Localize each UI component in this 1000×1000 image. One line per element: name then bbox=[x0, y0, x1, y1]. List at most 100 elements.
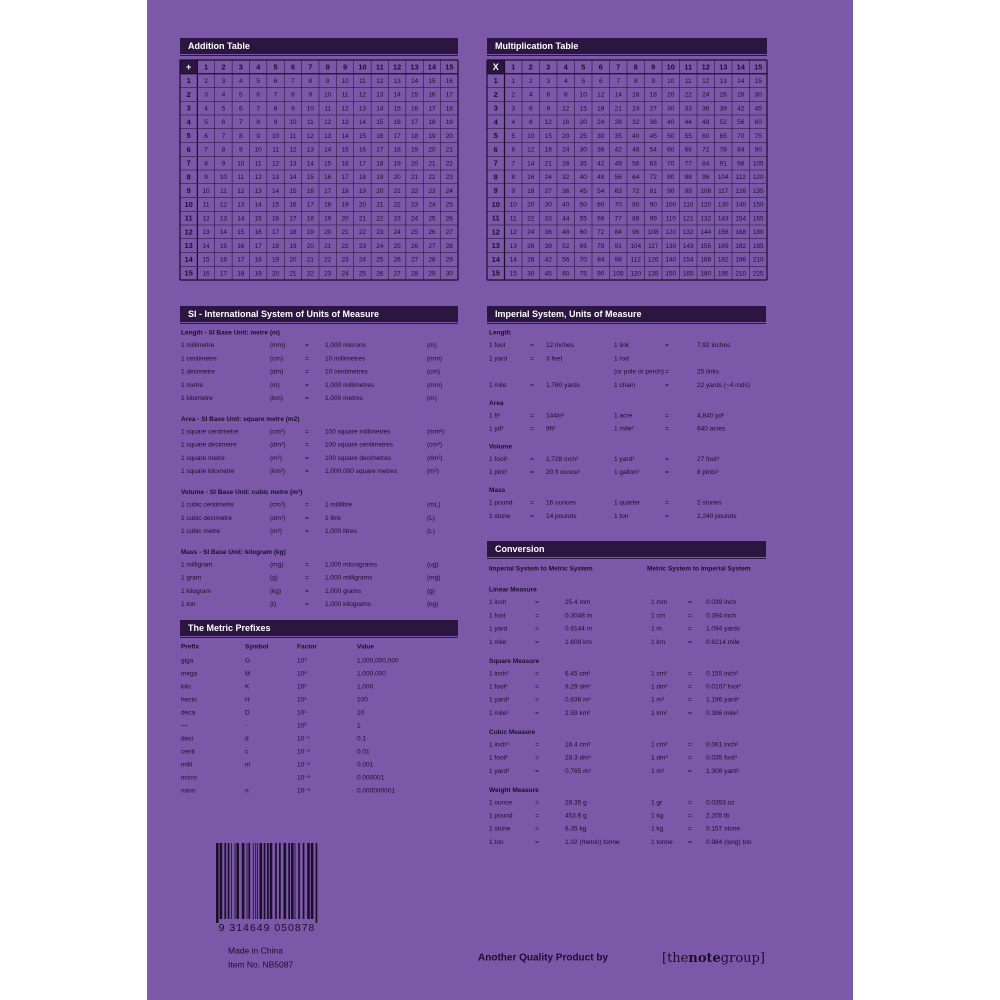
table-cell: 4 bbox=[529, 92, 533, 99]
table-cell: 120 bbox=[700, 202, 711, 209]
table-cell: 15 bbox=[755, 78, 763, 85]
prefix-cell: nano bbox=[181, 788, 196, 795]
measure-text: = bbox=[305, 395, 309, 402]
table-cell: 135 bbox=[648, 270, 659, 277]
table-cell: 5 bbox=[511, 133, 515, 140]
table-cell: 17 bbox=[307, 202, 315, 209]
table-header-cell: 2 bbox=[221, 62, 225, 71]
table-row-label: 4 bbox=[494, 117, 499, 126]
measure-text: 1,000 millimetres bbox=[325, 382, 375, 389]
measure-text: (kg) bbox=[427, 601, 438, 608]
table-cell: 42 bbox=[737, 105, 745, 112]
table-cell: 56 bbox=[632, 160, 640, 167]
table-cell: 28 bbox=[562, 160, 570, 167]
prefix-cell: D bbox=[245, 710, 250, 717]
prefix-cell: 0.000000001 bbox=[357, 788, 395, 795]
table-cell: 28 bbox=[737, 92, 745, 99]
barcode-bar bbox=[315, 843, 318, 923]
measure-text: = bbox=[530, 469, 534, 476]
table-cell: 4 bbox=[204, 105, 208, 112]
table-cell: 20 bbox=[324, 229, 332, 236]
table-cell: 19 bbox=[394, 160, 402, 167]
table-cell: 3 bbox=[204, 92, 208, 99]
measure-text: 1 millilitre bbox=[325, 502, 352, 509]
table-cell: 5 bbox=[222, 105, 226, 112]
table-row-label: 2 bbox=[494, 90, 498, 99]
measure-text: 1 mile² bbox=[489, 710, 509, 717]
measure-text: 1 km bbox=[651, 639, 665, 646]
measure-text: = bbox=[688, 684, 692, 691]
table-row-label: 5 bbox=[187, 131, 191, 140]
table-cell: 54 bbox=[597, 188, 605, 195]
barcode-bar bbox=[216, 843, 219, 923]
table-cell: 42 bbox=[597, 160, 605, 167]
prefix-cell: 10⁻⁹ bbox=[297, 788, 311, 795]
measure-text: 1 ton bbox=[489, 839, 504, 846]
table-cell: 154 bbox=[735, 215, 746, 222]
measure-text: = bbox=[305, 455, 309, 462]
prefix-cell: 1 bbox=[357, 723, 361, 730]
table-header-cell: 6 bbox=[599, 62, 603, 71]
table-cell: 126 bbox=[648, 257, 659, 264]
table-cell: 91 bbox=[615, 243, 623, 250]
table-cell: 182 bbox=[735, 243, 746, 250]
measure-text: 1 gallon³ bbox=[614, 469, 640, 476]
table-cell: 14 bbox=[307, 160, 315, 167]
table-cell: 6 bbox=[222, 119, 226, 126]
measure-text: = bbox=[305, 468, 309, 475]
table-cell: 168 bbox=[735, 229, 746, 236]
table-cell: 96 bbox=[702, 174, 710, 181]
measure-text: = bbox=[665, 469, 669, 476]
measure-text: = bbox=[530, 426, 534, 433]
table-cell: 165 bbox=[753, 215, 764, 222]
footer-text: Another Quality Product by bbox=[478, 953, 608, 964]
measure-text: (m²) bbox=[427, 468, 439, 475]
measure-text: 9.29 dm² bbox=[565, 684, 591, 691]
table-cell: 23 bbox=[359, 243, 367, 250]
table-cell: 63 bbox=[650, 160, 658, 167]
table-cell: 13 bbox=[272, 174, 280, 181]
table-cell: 16 bbox=[237, 243, 245, 250]
table-row-label: 12 bbox=[185, 227, 193, 236]
table-cell: 18 bbox=[289, 229, 297, 236]
table-cell: 13 bbox=[341, 119, 349, 126]
table-cell: 140 bbox=[735, 202, 746, 209]
table-cell: 15 bbox=[307, 174, 315, 181]
table-cell: 80 bbox=[667, 174, 675, 181]
table-cell: 5 bbox=[581, 78, 585, 85]
table-cell: 14 bbox=[510, 257, 518, 264]
table-cell: 26 bbox=[394, 257, 402, 264]
table-header-cell: 1 bbox=[511, 62, 515, 71]
table-cell: 16 bbox=[446, 78, 454, 85]
table-cell: 6 bbox=[511, 147, 515, 154]
table-cell: 13 bbox=[307, 147, 315, 154]
barcode-bar bbox=[219, 843, 223, 919]
table-cell: 14 bbox=[737, 78, 745, 85]
table-cell: 72 bbox=[597, 229, 605, 236]
table-cell: 45 bbox=[755, 105, 763, 112]
prefix-column-heading: Factor bbox=[297, 644, 317, 651]
prefix-cell: hecto bbox=[181, 697, 197, 704]
prefix-column-heading: Symbol bbox=[245, 644, 269, 651]
table-cell: 15 bbox=[341, 147, 349, 154]
table-cell: 35 bbox=[580, 160, 588, 167]
table-row-label: 8 bbox=[494, 172, 498, 181]
table-cell: 112 bbox=[736, 174, 747, 181]
measure-text: (mm) bbox=[270, 342, 285, 349]
table-cell: 7 bbox=[511, 160, 515, 167]
table-cell: 117 bbox=[648, 243, 659, 250]
measure-text: 10 millimetres bbox=[325, 355, 366, 362]
table-cell: 12 bbox=[255, 174, 263, 181]
table-symbol: + bbox=[186, 62, 191, 72]
measure-text: (t) bbox=[270, 601, 276, 608]
table-cell: 14 bbox=[324, 147, 332, 154]
prefix-cell: 10⁻³ bbox=[297, 762, 311, 769]
measure-text: = bbox=[665, 500, 669, 507]
measure-text: 1 gr bbox=[651, 799, 663, 806]
table-cell: 30 bbox=[545, 202, 553, 209]
section-header-bar bbox=[487, 306, 766, 322]
table-cell: 195 bbox=[753, 243, 764, 250]
table-cell: 12 bbox=[702, 78, 710, 85]
measure-text: = bbox=[305, 382, 309, 389]
